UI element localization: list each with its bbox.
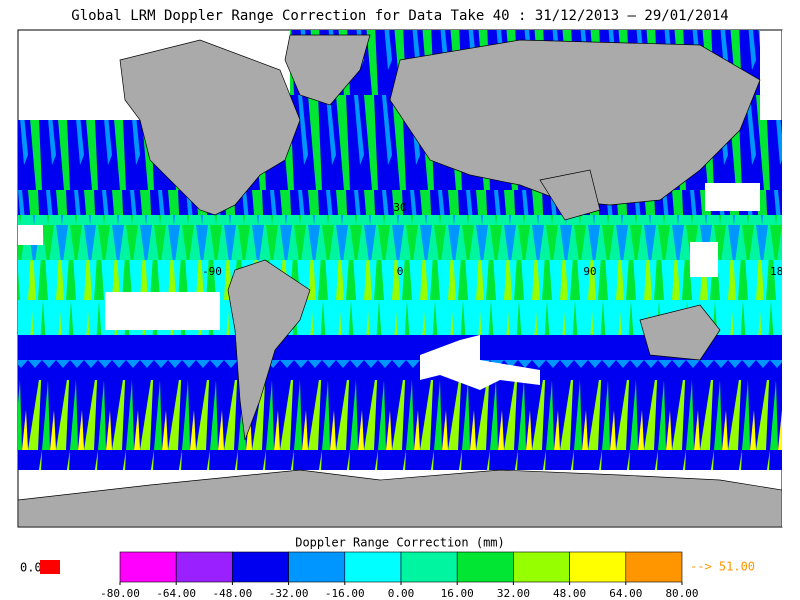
color-box (400, 551, 458, 583)
tick-label: -48.00 (213, 587, 253, 600)
above-label: --> 51.00 (690, 560, 755, 574)
map-label: -90 (202, 265, 222, 278)
tick-label: -32.00 (269, 587, 309, 600)
tick-label: -16.00 (325, 587, 365, 600)
title: Global LRM Doppler Range Correction for … (71, 8, 728, 24)
color-box (625, 551, 683, 583)
map-label: 0 (397, 265, 404, 278)
swath (18, 380, 782, 470)
color-box (569, 551, 627, 583)
tick-label: -64.00 (156, 587, 196, 600)
color-box (232, 551, 289, 583)
swath (18, 215, 782, 260)
map-label: 30 (393, 201, 406, 214)
land (17, 34, 783, 528)
tick-label: 64.00 (609, 587, 642, 600)
colorbar: -80.00 -64.00 -48.00 -32.00 -16.00 0.00 16.00 3… (100, 551, 699, 600)
tick-label: 80.00 (665, 587, 698, 600)
tick-label: 48.00 (553, 587, 586, 600)
map-label: 90 (583, 265, 596, 278)
colorbar-title: Doppler Range Correction (mm) (295, 536, 505, 550)
below-swatch (40, 560, 60, 574)
color-box (513, 551, 570, 583)
map: 30 -90 0 90 180 (17, 29, 800, 528)
tick-label: 0.00 (388, 587, 415, 600)
below-label: 0.0 (20, 561, 42, 575)
no-data (18, 183, 760, 390)
color-box (119, 551, 177, 583)
color-box (175, 551, 233, 583)
edge (782, 30, 800, 527)
color-box (456, 551, 514, 583)
color-box (344, 551, 402, 583)
tick-label: 32.00 (497, 587, 530, 600)
color-box (288, 551, 346, 583)
tick-label: -80.00 (100, 587, 140, 600)
tick-label: 16.00 (441, 587, 474, 600)
